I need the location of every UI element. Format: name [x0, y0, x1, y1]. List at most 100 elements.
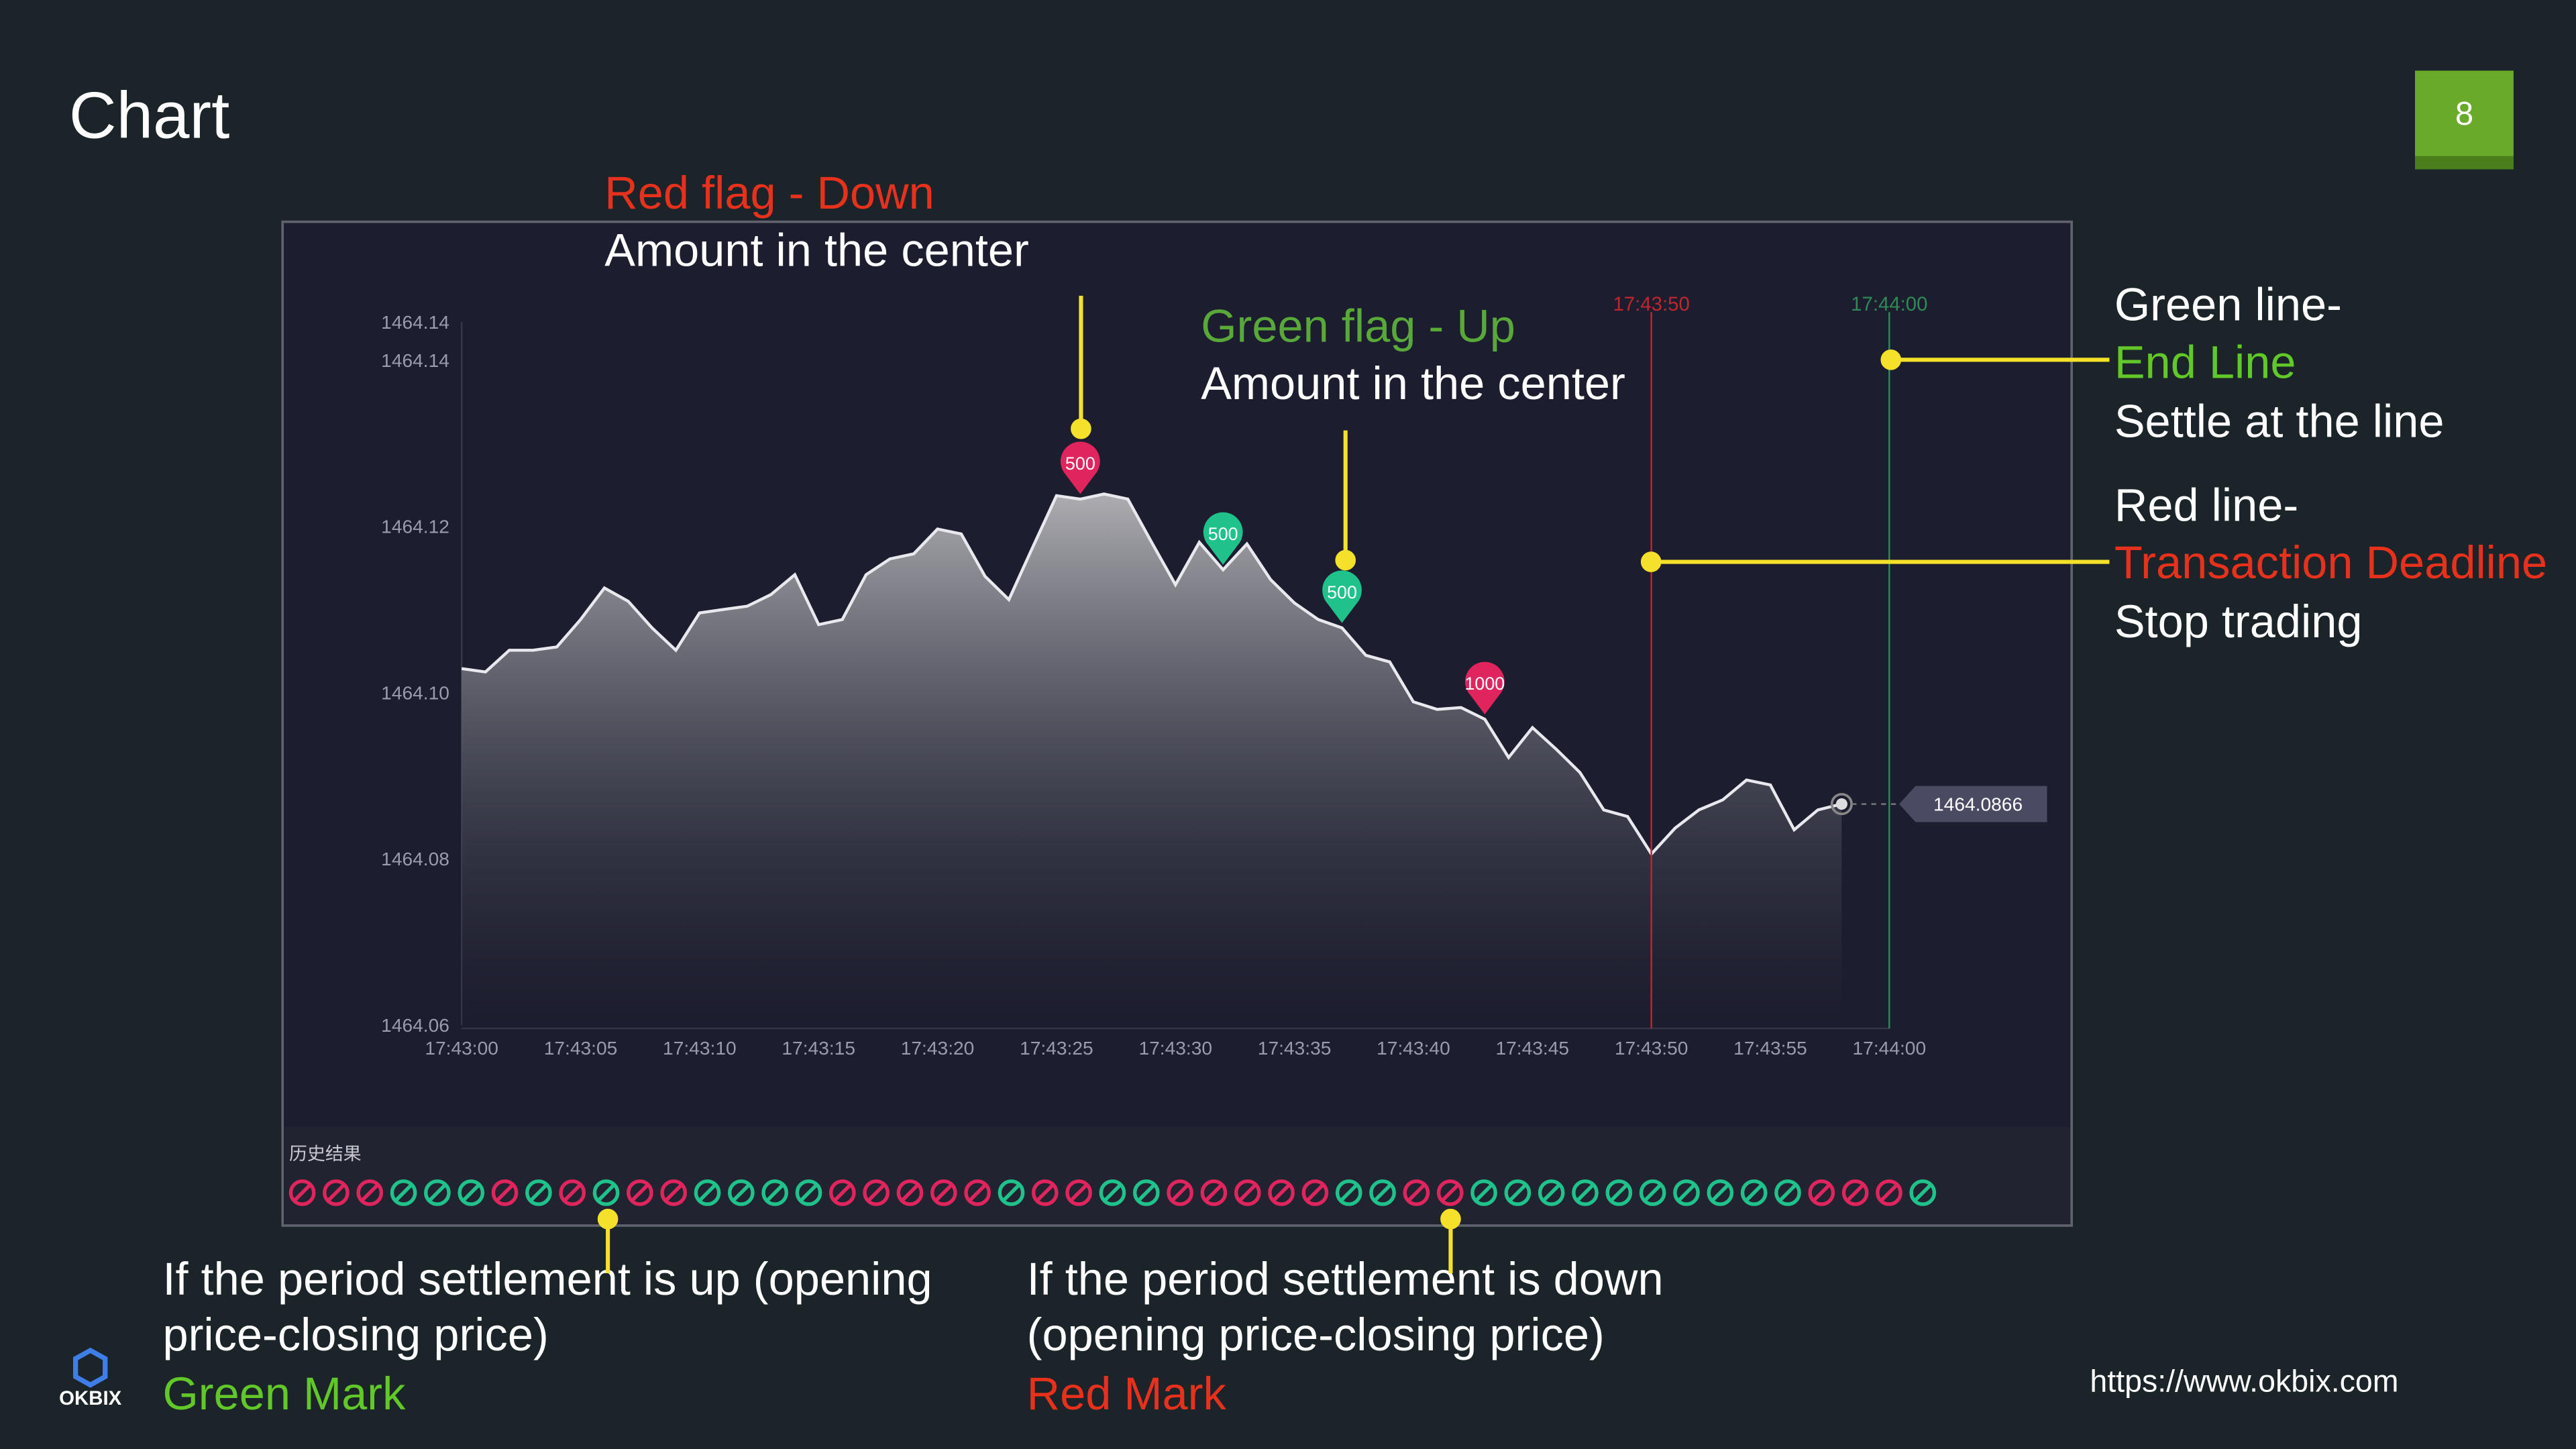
x-tick-label: 17:43:00 [425, 1038, 498, 1059]
history-mark [1335, 1179, 1362, 1206]
history-mark [323, 1179, 350, 1206]
history-mark-slash [596, 1183, 616, 1203]
history-mark [1268, 1179, 1295, 1206]
pointers [597, 295, 2110, 1273]
history-mark [660, 1179, 688, 1206]
history-mark [1740, 1179, 1768, 1206]
history-mark-slash [1913, 1183, 1933, 1203]
pointer-dot [1880, 350, 1902, 370]
history-mark [1639, 1179, 1666, 1206]
slide-title: Chart [69, 78, 230, 152]
history-mark [390, 1179, 417, 1206]
history-strip [284, 1127, 2070, 1224]
history-label: 历史结果 [289, 1144, 362, 1164]
history-mark-slash [1778, 1183, 1798, 1203]
x-tick-label: 17:43:35 [1258, 1038, 1332, 1059]
history-mark-slash [664, 1183, 684, 1203]
page-badge [2415, 70, 2514, 170]
history-mark [728, 1179, 755, 1206]
history-mark [1403, 1179, 1430, 1206]
history-mark [288, 1179, 316, 1206]
history-mark [525, 1179, 552, 1206]
page-number: 8 [2455, 96, 2473, 132]
history-mark [1707, 1179, 1734, 1206]
history-mark [964, 1179, 991, 1206]
history-mark [1909, 1179, 1937, 1206]
annotation-title: Red Mark [1027, 1368, 1227, 1419]
x-tick-label: 17:43:30 [1138, 1038, 1212, 1059]
history-mark [1234, 1179, 1261, 1206]
history-mark-slash [867, 1183, 886, 1203]
history-mark-slash [1238, 1183, 1257, 1203]
y-tick-label: 1464.06 [381, 1015, 449, 1036]
history-mark [592, 1179, 620, 1206]
history-mark-slash [630, 1183, 650, 1203]
history-mark-slash [1170, 1183, 1190, 1203]
deadline-line-label: 17:43:50 [1613, 293, 1689, 315]
history-mark [896, 1179, 924, 1206]
history-mark [828, 1179, 856, 1206]
end-line-label: 17:44:00 [1851, 293, 1927, 315]
annotation-title: Transaction Deadline [2114, 537, 2547, 588]
history-mark-slash [292, 1183, 312, 1203]
history-mark-slash [1845, 1183, 1865, 1203]
history-mark-slash [1812, 1183, 1831, 1203]
y-tick-label: 1464.14 [381, 312, 449, 333]
annotation-text: price-closing price) [162, 1309, 548, 1360]
x-tick-label: 17:43:25 [1020, 1038, 1093, 1059]
history-mark-slash [462, 1183, 481, 1203]
history-mark-slash [900, 1183, 920, 1203]
history-mark [863, 1179, 890, 1206]
pointer-dot [597, 1208, 619, 1230]
x-tick-label: 17:43:05 [544, 1038, 618, 1059]
flag [1322, 570, 1362, 623]
history-mark [1301, 1179, 1329, 1206]
history-mark [761, 1179, 789, 1206]
history-mark [795, 1179, 822, 1206]
history-mark-slash [1440, 1183, 1460, 1203]
history-mark-slash [495, 1183, 515, 1203]
history-mark [1841, 1179, 1869, 1206]
history-mark-slash [765, 1183, 785, 1203]
annotation-text: (opening price-closing price) [1027, 1309, 1605, 1360]
history-mark [1538, 1179, 1565, 1206]
history-mark-slash [1305, 1183, 1325, 1203]
pointer-dot [1640, 551, 1662, 572]
history-mark-slash [529, 1183, 549, 1203]
x-tick-label: 17:43:15 [782, 1038, 855, 1059]
line [461, 492, 1842, 857]
flag [1203, 512, 1243, 565]
history-mark [1808, 1179, 1835, 1206]
history-mark [1031, 1179, 1059, 1206]
pointer-dot [1335, 549, 1356, 571]
history-mark [491, 1179, 519, 1206]
flag-amount: 500 [1208, 524, 1238, 544]
y-tick-label: 1464.12 [381, 517, 449, 537]
history-mark [1504, 1179, 1532, 1206]
flag [1060, 441, 1100, 494]
history-mark-slash [1879, 1183, 1899, 1203]
history-mark-slash [1575, 1183, 1595, 1203]
history-mark-slash [1711, 1183, 1730, 1203]
last-point-core [1835, 798, 1847, 810]
y-tick-label: 1464.14 [381, 350, 449, 371]
history-mark [424, 1179, 451, 1206]
history-mark-slash [1103, 1183, 1122, 1203]
annotation-text: Amount in the center [604, 225, 1029, 276]
history-mark [1673, 1179, 1700, 1206]
x-tick-label: 17:43:10 [663, 1038, 737, 1059]
history-mark [998, 1179, 1025, 1206]
history-mark [1774, 1179, 1801, 1206]
flag [1464, 661, 1505, 714]
history-mark-slash [1035, 1183, 1055, 1203]
history-mark [1099, 1179, 1126, 1206]
history-mark-slash [1002, 1183, 1021, 1203]
history-mark-slash [326, 1183, 346, 1203]
history-mark-slash [934, 1183, 953, 1203]
history-mark [1605, 1179, 1633, 1206]
annotation-text: Amount in the center [1201, 358, 1625, 409]
pointer-dot [1440, 1208, 1461, 1230]
history-mark [1200, 1179, 1228, 1206]
history-mark [1167, 1179, 1193, 1206]
history-mark-slash [1744, 1183, 1764, 1203]
